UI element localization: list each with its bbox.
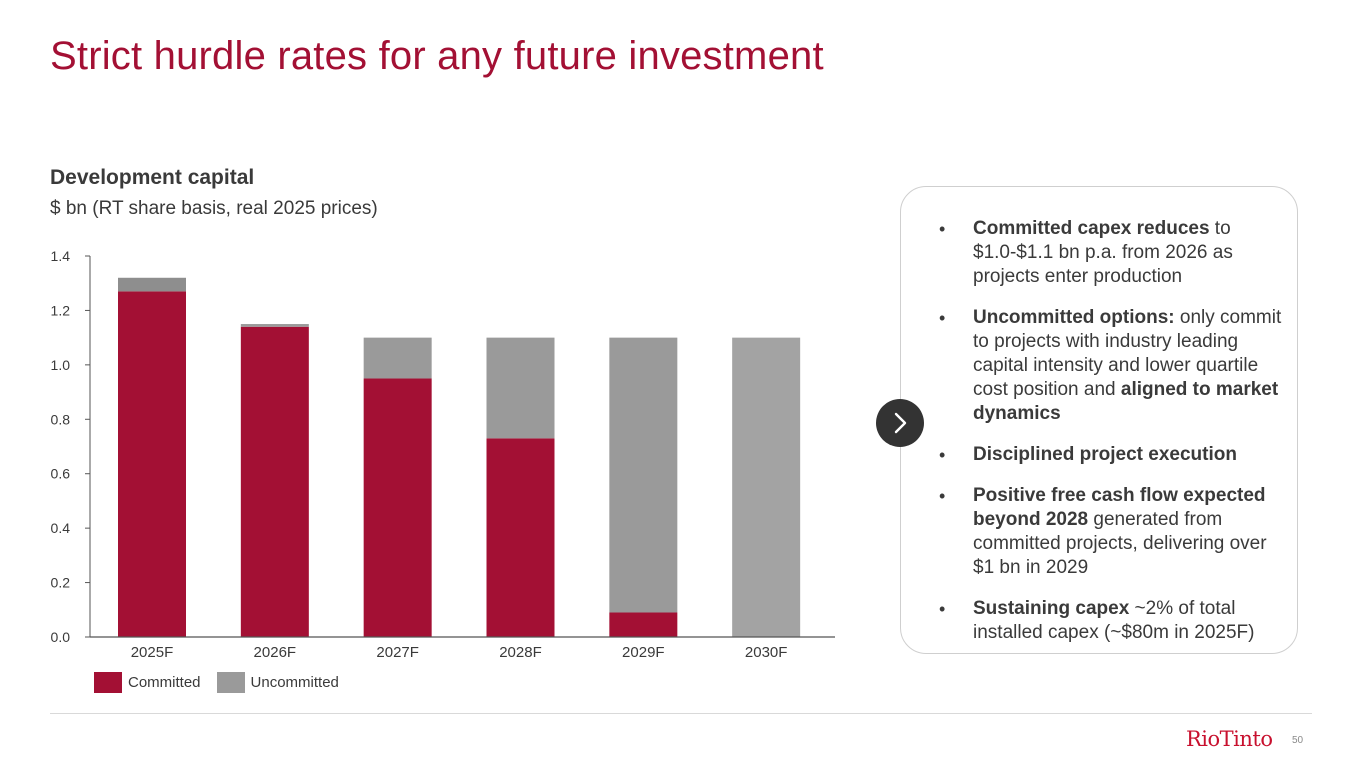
bullet-text: ~2% of total installed capex (~$80m in 2… <box>973 598 1255 643</box>
bar-committed-2026F <box>240 326 309 637</box>
y-tick-label: 0.0 <box>51 629 71 645</box>
bar-committed-2029F <box>609 612 678 637</box>
y-tick-label: 0.4 <box>51 520 71 536</box>
x-tick-label: 2028F <box>499 644 542 661</box>
bullet-bold: Sustaining capex <box>973 598 1130 619</box>
y-tick-label: 1.4 <box>51 248 71 264</box>
bar-committed-2025F <box>118 291 186 637</box>
chevron-right-icon <box>894 412 907 434</box>
bullet-text: only commit to projects with industry le… <box>973 307 1282 400</box>
x-tick-label: 2025F <box>131 644 174 661</box>
y-tick-label: 1.0 <box>51 357 71 373</box>
legend-item-uncommitted: Uncommitted <box>216 672 339 693</box>
bar-uncommitted-2028F <box>486 337 555 439</box>
legend-swatch-uncommitted <box>216 672 245 693</box>
development-capital-chart: 0.0 0.2 0.4 0.6 0.8 1.0 1.2 1.4 2025F 2026F 2027F 2… <box>51 248 835 661</box>
legend-item-committed: Committed <box>94 672 201 693</box>
bar-uncommitted-2027F <box>363 337 432 379</box>
x-tick-label: 2026F <box>254 644 297 661</box>
page-title: Strict hurdle rates for any future inves… <box>50 34 824 78</box>
bullet-text: generated from committed projects, deliv… <box>973 509 1267 578</box>
chart-subtitle: $ bn (RT share basis, real 2025 prices) <box>50 198 378 219</box>
next-arrow-button[interactable] <box>876 399 924 447</box>
rio-tinto-logo: RioTinto <box>1186 727 1273 751</box>
bullet-item: Sustaining capex ~2% of total installed … <box>933 597 1283 645</box>
key-points-list: Committed capex reduces to $1.0-$1.1 bn … <box>933 217 1283 662</box>
y-tick-label: 0.6 <box>51 466 71 482</box>
bar-uncommitted-2026F <box>240 324 309 327</box>
y-tick-label: 0.8 <box>51 411 71 427</box>
bullet-bold: Committed capex reduces <box>973 218 1210 239</box>
chart-legend: Committed Uncommitted <box>94 672 355 693</box>
bullet-bold-tail: aligned to market dynamics <box>973 379 1279 424</box>
bar-uncommitted-2025F <box>118 277 186 292</box>
x-tick-label: 2030F <box>745 644 788 661</box>
page-number: 50 <box>1292 735 1304 746</box>
bullet-item: Disciplined project execution <box>933 443 1283 467</box>
bar-uncommitted-2030F <box>732 337 801 637</box>
bullet-bold: Disciplined project execution <box>973 444 1237 465</box>
key-points-callout: Committed capex reduces to $1.0-$1.1 bn … <box>900 186 1298 654</box>
bullet-item: Positive free cash flow expected beyond … <box>933 484 1283 580</box>
y-tick-label: 1.2 <box>51 302 71 318</box>
bar-committed-2027F <box>363 378 432 637</box>
y-tick-label: 0.2 <box>51 575 71 591</box>
bullet-text: to $1.0-$1.1 bn p.a. from 2026 as projec… <box>973 218 1233 287</box>
chart-title: Development capital <box>50 166 255 189</box>
bar-uncommitted-2029F <box>609 337 678 613</box>
legend-label-uncommitted: Uncommitted <box>250 674 339 691</box>
bullet-bold: Uncommitted options: <box>973 307 1175 328</box>
bullet-bold: Positive free cash flow expected beyond … <box>973 485 1266 530</box>
x-tick-label: 2027F <box>376 644 419 661</box>
bullet-item: Committed capex reduces to $1.0-$1.1 bn … <box>933 217 1283 289</box>
bar-committed-2028F <box>486 438 555 637</box>
footer-divider <box>50 713 1312 714</box>
x-tick-label: 2029F <box>622 644 665 661</box>
bullet-item: Uncommitted options: only commit to proj… <box>933 306 1283 426</box>
legend-swatch-committed <box>94 672 122 693</box>
legend-label-committed: Committed <box>128 674 201 691</box>
